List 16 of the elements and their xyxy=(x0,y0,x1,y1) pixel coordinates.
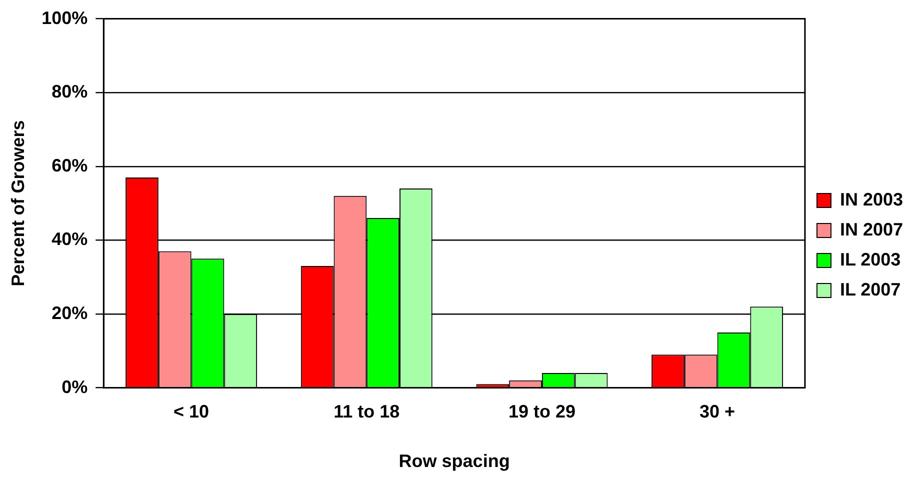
x-tick-label: 11 to 18 xyxy=(334,402,400,422)
legend-label: IL 2003 xyxy=(840,249,901,270)
x-tick-label: < 10 xyxy=(174,402,210,422)
y-tick-label: 40% xyxy=(52,229,88,250)
y-tick-label: 0% xyxy=(62,376,88,397)
legend-label: IN 2007 xyxy=(840,219,904,240)
y-axis-title: Percent of Growers xyxy=(8,120,28,286)
y-tick-label: 80% xyxy=(52,82,88,102)
y-tick-label: 20% xyxy=(52,302,88,323)
y-tick-label: 100% xyxy=(42,8,88,28)
y-tick-label: 60% xyxy=(52,155,88,176)
x-tick-label: 30 + xyxy=(700,402,736,422)
legend-label: IN 2003 xyxy=(840,189,904,210)
x-axis-title: Row spacing xyxy=(398,451,510,472)
x-tick-label: 19 to 29 xyxy=(508,402,576,422)
legend-label: IL 2007 xyxy=(840,279,901,300)
